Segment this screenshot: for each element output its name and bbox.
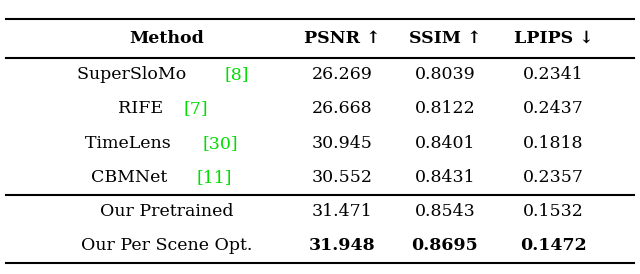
Text: CBMNet: CBMNet (91, 169, 173, 186)
Text: SuperSloMo: SuperSloMo (77, 66, 191, 83)
Text: 0.8695: 0.8695 (412, 237, 478, 255)
Text: 0.8431: 0.8431 (415, 169, 475, 186)
Text: Method: Method (129, 30, 204, 47)
Text: 30.552: 30.552 (312, 169, 373, 186)
Text: Our Per Scene Opt.: Our Per Scene Opt. (81, 237, 252, 255)
Text: [8]: [8] (225, 66, 249, 83)
Text: [11]: [11] (196, 169, 232, 186)
Text: RIFE: RIFE (118, 100, 168, 118)
Text: 0.2341: 0.2341 (524, 66, 584, 83)
Text: 0.8122: 0.8122 (415, 100, 475, 118)
Text: PSNR ↑: PSNR ↑ (304, 30, 381, 47)
Text: LPIPS ↓: LPIPS ↓ (514, 30, 593, 47)
Text: 0.1818: 0.1818 (524, 135, 584, 152)
Text: 0.8543: 0.8543 (415, 203, 475, 220)
Text: [7]: [7] (183, 100, 208, 118)
Text: 0.8039: 0.8039 (415, 66, 475, 83)
Text: SSIM ↑: SSIM ↑ (408, 30, 481, 47)
Text: 0.8401: 0.8401 (415, 135, 475, 152)
Text: 26.668: 26.668 (312, 100, 372, 118)
Text: Our Pretrained: Our Pretrained (100, 203, 233, 220)
Text: 0.1472: 0.1472 (520, 237, 587, 255)
Text: 0.2437: 0.2437 (523, 100, 584, 118)
Text: [30]: [30] (202, 135, 238, 152)
Text: 0.2357: 0.2357 (523, 169, 584, 186)
Text: 26.269: 26.269 (312, 66, 373, 83)
Text: 31.948: 31.948 (309, 237, 376, 255)
Text: 31.471: 31.471 (312, 203, 372, 220)
Text: 0.1532: 0.1532 (523, 203, 584, 220)
Text: 30.945: 30.945 (312, 135, 373, 152)
Text: TimeLens: TimeLens (84, 135, 176, 152)
